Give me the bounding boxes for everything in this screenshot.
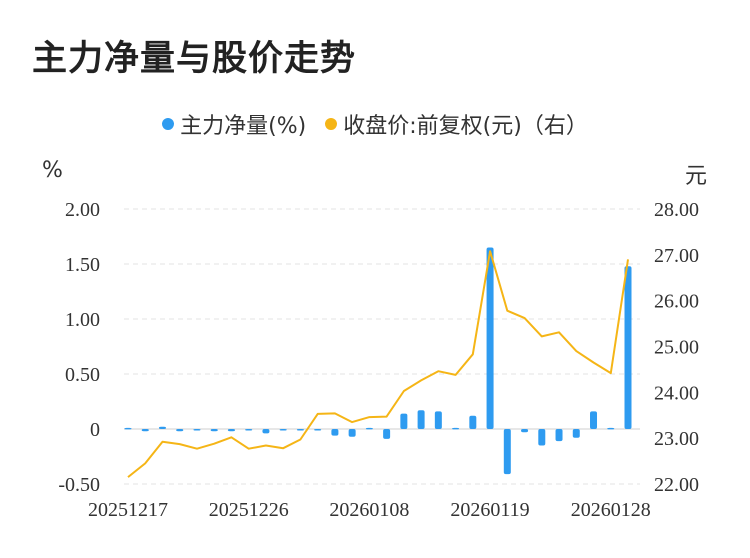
right-tick-label: 26.00 [654,291,699,313]
right-tick-label: 28.00 [654,199,699,221]
right-axis-unit: 元 [685,164,708,189]
bar [227,429,235,432]
left-axis-unit: % [42,158,63,183]
left-tick-label: 0.50 [65,364,100,386]
x-tick-label: 20260119 [450,499,529,521]
bar [486,247,494,429]
right-tick-label: 23.00 [654,428,699,450]
left-tick-label: 1.00 [65,309,100,331]
bar [279,429,287,431]
bar [555,429,563,442]
legend-label-net-flow: 主力净量(%) [180,114,307,139]
right-tick-label: 22.00 [654,474,699,496]
bar [624,266,632,429]
legend-item-close-price[interactable]: 收盘价:前复权(元)（右） [325,108,588,140]
bar [469,415,477,429]
legend-dot-close-price [325,118,338,130]
legend-label-close-price: 收盘价:前复权(元)（右） [343,114,588,139]
bar [503,429,511,475]
x-tick-label: 20251226 [209,499,289,521]
bar [262,429,270,434]
right-tick-label: 25.00 [654,337,699,359]
bar [348,429,356,437]
bar [365,427,373,430]
x-tick-label: 20251217 [88,499,168,521]
bar [417,410,425,429]
bar [314,429,322,431]
legend-item-net-flow[interactable]: 主力净量(%) [162,108,306,140]
bar [296,429,304,431]
bar [383,429,391,439]
bar [124,427,132,430]
left-tick-label: 2.00 [65,199,100,221]
left-tick-label: 0 [90,419,100,441]
bar [141,429,149,432]
right-tick-label: 27.00 [654,245,699,267]
x-tick-label: 20260108 [329,499,409,521]
bar [607,427,615,430]
bar [521,429,529,433]
price-line [127,250,629,478]
bar [176,429,184,432]
left-tick-label: -0.50 [58,474,100,496]
bar [193,429,201,431]
legend: 主力净量(%) 收盘价:前复权(元)（右） [0,108,750,140]
x-tick-label: 20260128 [571,499,651,521]
bar [590,411,598,429]
bar [331,429,339,436]
bar [400,413,408,429]
bar [158,426,166,429]
legend-dot-net-flow [162,118,175,130]
chart-title: 主力净量与股价走势 [32,39,357,79]
bar [538,429,546,446]
bar [572,429,580,438]
bar [210,429,218,432]
bar [245,429,253,431]
left-tick-label: 1.50 [65,254,100,276]
right-tick-label: 24.00 [654,382,699,404]
bar [452,427,460,430]
bar [434,411,442,429]
